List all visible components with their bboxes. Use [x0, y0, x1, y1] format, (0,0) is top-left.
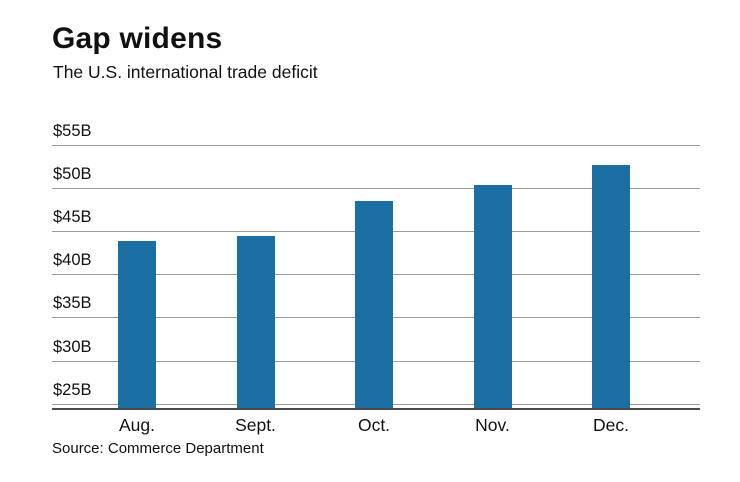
y-tick-label: $35B — [53, 294, 98, 314]
y-tick-label: $30B — [53, 337, 98, 357]
gridline — [52, 188, 700, 190]
gridline — [52, 145, 700, 146]
plot-area: $25B $30B $35B $40B $45B $50B $55B Aug. Sept. Oct… — [52, 122, 700, 435]
y-tick-label: $25B — [53, 380, 98, 400]
x-axis-label: Sept. — [235, 415, 276, 435]
chart-title: Gap widens — [52, 22, 223, 55]
x-axis-label: Oct. — [357, 415, 391, 435]
bar-dec — [592, 164, 630, 408]
y-tick-label: $55B — [53, 122, 98, 141]
bar-sept — [236, 236, 275, 408]
x-axis-label: Aug. — [119, 415, 155, 435]
source-note: Source: Commerce Department — [52, 440, 264, 457]
bar-aug — [118, 240, 156, 408]
bar-oct — [355, 201, 393, 408]
x-axis-label: Nov. — [475, 415, 510, 435]
chart-subtitle: The U.S. international trade deficit — [53, 62, 318, 82]
x-axis-label: Dec. — [593, 415, 629, 435]
y-tick-label: $50B — [53, 165, 98, 185]
y-tick-label: $45B — [53, 208, 98, 228]
bar-nov — [473, 184, 512, 408]
y-tick-label: $40B — [53, 251, 98, 271]
